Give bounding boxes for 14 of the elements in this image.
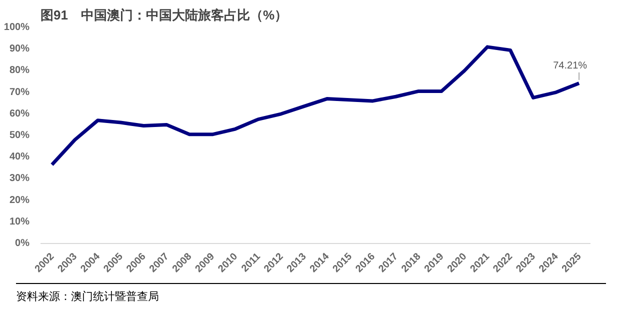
y-tick-label: 30% bbox=[9, 173, 30, 184]
y-tick-label: 40% bbox=[9, 152, 30, 163]
y-tick-label: 70% bbox=[9, 86, 30, 98]
y-tick-label: 50% bbox=[9, 130, 30, 141]
chart-title: 图91 中国澳门：中国大陆旅客占比（%） bbox=[40, 8, 288, 22]
y-tick-label: 90% bbox=[9, 44, 30, 55]
y-tick-label: 10% bbox=[9, 216, 30, 228]
y-tick-label: 0% bbox=[15, 238, 30, 249]
text: 资料来源：澳门统计暨普查局 bbox=[16, 290, 159, 305]
y-tick-label: 60% bbox=[9, 108, 30, 120]
y-tick-label: 100% bbox=[4, 22, 30, 33]
data-label: 74.21% bbox=[553, 60, 588, 72]
y-tick-label: 20% bbox=[9, 194, 30, 206]
y-tick-label: 80% bbox=[9, 65, 30, 76]
